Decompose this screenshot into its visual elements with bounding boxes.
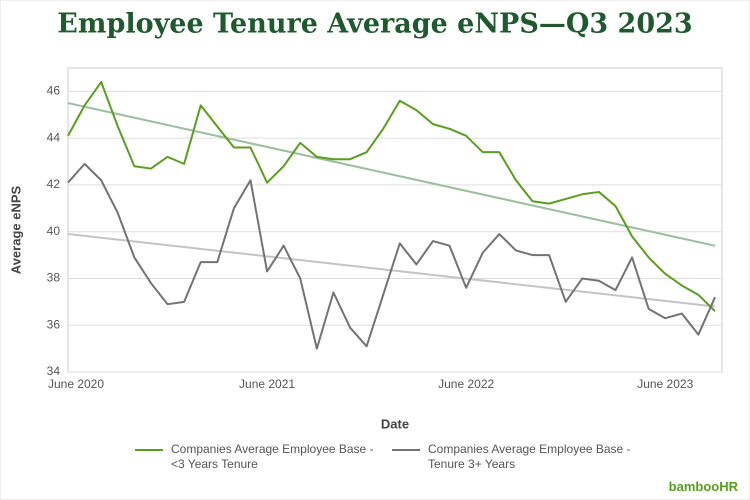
x-tick-label: June 2020 bbox=[48, 377, 104, 391]
chart-title: Employee Tenure Average eNPS—Q3 2023 bbox=[57, 9, 692, 40]
y-tick-label: 36 bbox=[47, 317, 61, 331]
y-tick-label: 42 bbox=[47, 177, 61, 191]
legend-label: Companies Average Employee Base - <3 Yea… bbox=[171, 442, 374, 471]
x-axis-title: Date bbox=[381, 416, 409, 431]
y-axis-title: Average eNPS bbox=[8, 185, 23, 274]
y-tick-label: 40 bbox=[47, 224, 61, 238]
series-line bbox=[67, 162, 716, 350]
legend-label: Companies Average Employee Base - Tenure… bbox=[428, 442, 631, 471]
legend-swatch bbox=[392, 449, 420, 451]
trendline bbox=[67, 102, 716, 247]
y-tick-label: 38 bbox=[47, 271, 61, 285]
logo: bambooHR bbox=[668, 479, 738, 494]
series-line bbox=[67, 81, 716, 312]
legend-item: Companies Average Employee Base - Tenure… bbox=[392, 442, 632, 472]
x-tick-label: June 2021 bbox=[239, 377, 295, 391]
legend-item: Companies Average Employee Base - <3 Yea… bbox=[135, 442, 375, 472]
y-tick-label: 34 bbox=[47, 364, 61, 378]
x-tick-label: June 2023 bbox=[637, 377, 693, 391]
x-tick-label: June 2022 bbox=[438, 377, 494, 391]
legend-swatch bbox=[135, 449, 163, 451]
y-tick-label: 46 bbox=[47, 84, 61, 98]
y-tick-label: 44 bbox=[47, 130, 61, 144]
plot-area: 34 36 38 40 42 44 46 June 2020 June 2021 June 202… bbox=[47, 67, 723, 391]
